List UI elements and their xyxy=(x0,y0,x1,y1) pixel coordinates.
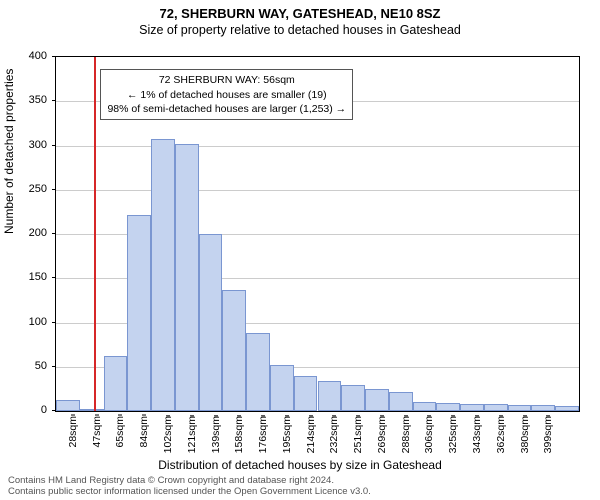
y-tick-label: 100 xyxy=(29,316,52,328)
x-tick-label: 84sqm xyxy=(138,416,150,448)
y-tick-label: 350 xyxy=(29,94,52,106)
x-tick-label: 269sqm xyxy=(376,416,388,453)
x-tick-label: 232sqm xyxy=(328,416,340,453)
chart-subtitle: Size of property relative to detached ho… xyxy=(0,23,600,37)
x-tick-label: 325sqm xyxy=(447,416,459,453)
x-tick-label: 343sqm xyxy=(471,416,483,453)
y-tick-label: 400 xyxy=(29,50,52,62)
x-tick-label: 399sqm xyxy=(542,416,554,453)
y-tick-label: 300 xyxy=(29,139,52,151)
annotation-line3: 98% of semi-detached houses are larger (… xyxy=(107,102,346,116)
footer-line2: Contains public sector information licen… xyxy=(8,487,371,498)
x-tick-label: 47sqm xyxy=(91,416,103,448)
y-tick-label: 0 xyxy=(41,404,52,416)
x-tick-label: 195sqm xyxy=(281,416,293,453)
annotation-line2: ← 1% of detached houses are smaller (19) xyxy=(107,88,346,102)
x-tick-label: 362sqm xyxy=(495,416,507,453)
x-tick-label: 380sqm xyxy=(519,416,531,453)
x-tick-label: 176sqm xyxy=(257,416,269,453)
annotation-group: 72 SHERBURN WAY: 56sqm← 1% of detached h… xyxy=(56,57,579,411)
annotation-box: 72 SHERBURN WAY: 56sqm← 1% of detached h… xyxy=(100,69,353,120)
x-tick-label: 65sqm xyxy=(114,416,126,448)
plot-area: 72 SHERBURN WAY: 56sqm← 1% of detached h… xyxy=(55,56,580,412)
x-tick-label: 121sqm xyxy=(186,416,198,453)
x-tick-label: 102sqm xyxy=(162,416,174,453)
x-tick-label: 139sqm xyxy=(210,416,222,453)
y-tick-label: 50 xyxy=(35,360,52,372)
x-tick-label: 158sqm xyxy=(233,416,245,453)
x-axis-ticks: 28sqm 47sqm 65sqm 84sqm 102sqm 121sqm 139sqm 15… xyxy=(55,412,580,462)
y-tick-label: 250 xyxy=(29,183,52,195)
footer-attribution: Contains HM Land Registry data © Crown c… xyxy=(8,476,371,498)
y-tick-label: 150 xyxy=(29,271,52,283)
annotation-line1: 72 SHERBURN WAY: 56sqm xyxy=(107,73,346,87)
x-tick-label: 214sqm xyxy=(305,416,317,453)
x-tick-label: 288sqm xyxy=(400,416,412,453)
x-axis-label: Distribution of detached houses by size … xyxy=(0,458,600,472)
y-tick-label: 200 xyxy=(29,227,52,239)
x-tick-label: 251sqm xyxy=(352,416,364,453)
chart-title: 72, SHERBURN WAY, GATESHEAD, NE10 8SZ xyxy=(0,0,600,21)
y-axis-ticks: 050100150200250300350400 xyxy=(0,56,52,412)
x-tick-label: 28sqm xyxy=(67,416,79,448)
x-tick-label: 306sqm xyxy=(423,416,435,453)
